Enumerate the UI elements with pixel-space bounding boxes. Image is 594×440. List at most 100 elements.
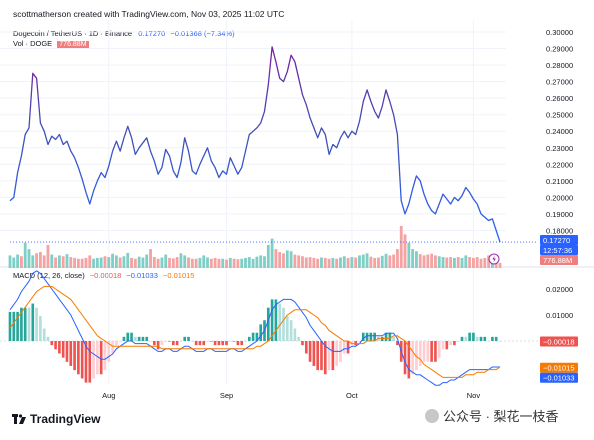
- macd-histogram-bar: [456, 341, 460, 342]
- volume-bar: [92, 258, 95, 268]
- watermark-text: 公众号 · 梨花一枝香: [443, 409, 559, 424]
- time-axis-label: Oct: [346, 391, 359, 400]
- volume-bar: [107, 257, 111, 268]
- macd-histogram-bar: [407, 341, 411, 379]
- volume-bar: [365, 253, 369, 268]
- macd-histogram-bar: [255, 332, 259, 341]
- macd-histogram-bar: [388, 332, 392, 341]
- macd-line-value: −0.01033: [126, 271, 158, 280]
- volume-bar: [31, 255, 35, 268]
- price-tick-label: 0.25000: [546, 111, 573, 120]
- symbol-name: Dogecoin / TetherUS · 1D · Binance: [13, 29, 133, 38]
- volume-bar: [42, 255, 46, 268]
- volume-bar: [445, 257, 449, 268]
- macd-histogram-bar: [107, 341, 111, 362]
- volume-bar: [377, 257, 380, 268]
- volume-bar: [228, 257, 232, 268]
- price-tick-label: 0.30000: [546, 28, 573, 37]
- macd-histogram-bar: [12, 311, 16, 341]
- volume-bar: [194, 258, 198, 268]
- countdown-tag-bg: [540, 245, 578, 256]
- volume-bar: [342, 256, 346, 268]
- macd-histogram-bar: [380, 336, 384, 341]
- macd-histogram-bar: [445, 341, 449, 350]
- volume-bar: [137, 256, 141, 268]
- volume-bar: [8, 255, 12, 268]
- volume-bar: [50, 254, 54, 268]
- macd-histogram-bar: [103, 341, 107, 371]
- macd-histogram-bar: [122, 336, 126, 341]
- volume-bar: [240, 258, 244, 268]
- countdown-tag: 12:57:36: [543, 246, 572, 255]
- volume-bar: [122, 256, 126, 268]
- volume-bar: [430, 253, 434, 268]
- price-tick-label: 0.28000: [546, 61, 573, 70]
- macd-line-tag-bg: [540, 372, 578, 383]
- macd-histogram-bar: [134, 336, 137, 341]
- volume-bar: [278, 252, 282, 268]
- volume-bar: [475, 257, 479, 268]
- volume-bar: [483, 257, 487, 268]
- symbol-change: −0.01368 (−7.34%): [170, 29, 235, 38]
- volume-bar: [396, 249, 399, 268]
- macd-histogram-bar: [42, 328, 46, 341]
- volume-bar: [426, 254, 430, 268]
- macd-histogram-bar: [50, 341, 54, 346]
- volume-bar: [468, 257, 472, 268]
- macd-histogram-bar: [475, 336, 479, 341]
- macd-hist-tag: −0.00018: [543, 337, 575, 346]
- macd-histogram-bar: [384, 332, 388, 341]
- macd-histogram-bar: [494, 336, 498, 341]
- macd-histogram-bar: [115, 341, 118, 346]
- volume-bar: [225, 259, 228, 268]
- symbol-legend[interactable]: Dogecoin / TetherUS · 1D · Binance 0.172…: [13, 29, 235, 38]
- volume-bar: [331, 257, 335, 268]
- macd-histogram-bar: [426, 341, 430, 362]
- volume-bar: [449, 257, 453, 268]
- volume-legend[interactable]: Vol · DOGE 776.88M: [13, 39, 89, 48]
- macd-histogram-bar: [320, 341, 323, 371]
- macd-histogram-bar: [468, 332, 471, 341]
- macd-histogram-bar: [293, 328, 297, 341]
- macd-axis[interactable]: 0.02000 0.01000: [546, 285, 573, 320]
- macd-histogram-bar: [149, 341, 152, 342]
- time-axis-label: Aug: [102, 391, 115, 400]
- price-tick-label: 0.27000: [546, 78, 573, 87]
- volume-bar: [190, 258, 194, 268]
- macd-legend[interactable]: MACD (12, 26, close) −0.00018 −0.01033 −…: [13, 271, 194, 280]
- macd-histogram-bar: [61, 341, 65, 358]
- macd-histogram-bar: [213, 341, 217, 346]
- macd-histogram-bar: [411, 341, 414, 375]
- macd-histogram-bar: [483, 336, 487, 341]
- macd-histogram-bar: [209, 341, 213, 342]
- macd-histogram-bar: [479, 336, 483, 341]
- macd-histogram-bar: [244, 341, 247, 342]
- volume-bar: [456, 257, 460, 268]
- macd-histogram-bar: [73, 341, 76, 371]
- volume-bar: [175, 257, 179, 268]
- macd-histogram-bar: [16, 311, 19, 341]
- volume-bar: [312, 257, 316, 268]
- volume-bar: [282, 253, 285, 268]
- volume-bar: [236, 259, 240, 268]
- price-axis[interactable]: 0.30000 0.29000 0.28000 0.27000 0.26000 0.250…: [546, 28, 573, 235]
- tradingview-logo[interactable]: TradingView: [12, 412, 100, 426]
- volume-bar: [221, 258, 225, 268]
- macd-histogram-bar: [301, 341, 304, 346]
- macd-histogram-bar: [80, 341, 84, 379]
- macd-histogram-bar: [282, 307, 285, 341]
- volume-bar: [156, 258, 160, 268]
- volume-bar: [198, 257, 202, 268]
- volume-bar: [168, 257, 171, 268]
- volume-bar: [320, 257, 323, 268]
- macd-histogram-bar: [354, 341, 357, 346]
- macd-histogram-bar: [88, 341, 92, 383]
- volume-bar: [217, 258, 221, 268]
- macd-histogram-bar: [331, 341, 335, 371]
- volume-bar: [232, 258, 236, 268]
- volume-bar: [179, 253, 183, 268]
- macd-histogram-bar: [464, 336, 468, 341]
- macd-histogram-bar: [346, 341, 350, 354]
- time-axis[interactable]: Aug Sep Oct Nov: [102, 391, 480, 400]
